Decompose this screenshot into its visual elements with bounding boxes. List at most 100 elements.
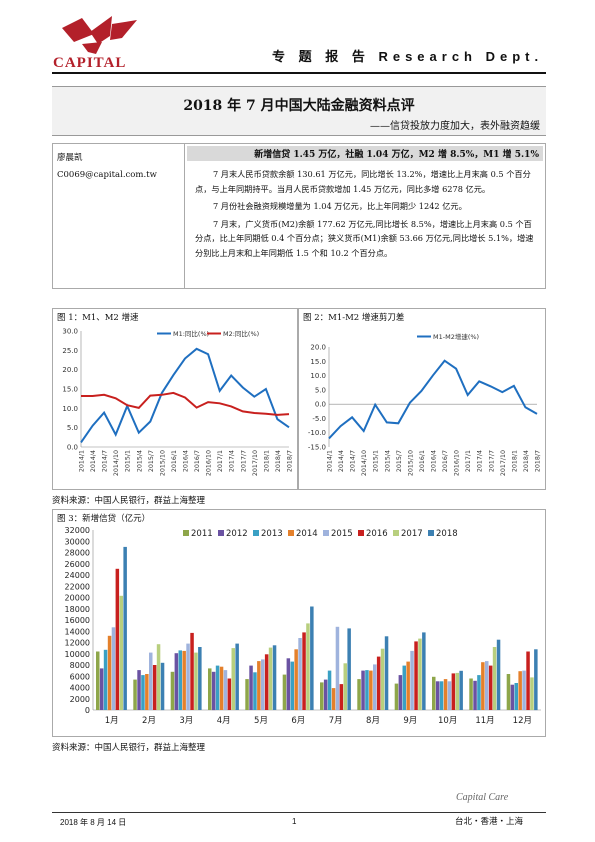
y-tick-label: 0.0 [315,401,326,409]
bar [402,665,406,710]
figure-2-title: 图 2：M1-M2 增速剪刀差 [303,313,405,323]
y-tick-label: 28000 [65,549,90,558]
x-tick-label: 2018/4 [523,450,530,472]
y-tick-label: 25.0 [62,347,78,355]
bar [107,635,112,711]
bar [115,568,120,710]
bar [469,678,473,710]
x-tick-label: 2017/7 [488,450,495,472]
x-tick-label: 2018/7 [287,450,294,472]
bar [510,684,515,710]
bar [435,681,440,710]
bar [488,665,493,710]
bar [514,683,518,710]
x-tick-label: 11月 [475,716,494,726]
y-tick-label: 0 [85,706,90,715]
bar [473,680,477,711]
y-tick-label: 14000 [65,627,90,636]
x-tick-label: 2015/1 [373,450,380,472]
bar [245,679,249,710]
bar [219,666,224,710]
y-tick-label: 2000 [70,695,90,704]
bar [96,651,100,710]
x-tick-label: 2015/7 [396,450,403,472]
bar [443,679,448,710]
x-tick-label: 2017/10 [252,450,259,476]
y-tick-label: 6000 [70,672,90,681]
bar [522,670,526,710]
y-tick-label: 15.0 [310,358,326,366]
x-tick-label: 2014/10 [361,450,368,476]
y-tick-label: 26000 [65,560,90,569]
y-tick-label: -15.0 [308,444,326,452]
x-tick-label: 2017/10 [500,450,507,476]
department-label: 专 题 报 告 Research Dept. [272,49,544,64]
bar [268,647,273,710]
analyst-info: 廖晨凯 C0069@capital.com.tw [52,143,184,289]
bar [451,673,456,710]
x-tick-label: 4月 [217,716,231,726]
y-tick-label: 16000 [65,616,90,625]
bar [376,656,381,710]
x-tick-label: 2015/7 [148,450,155,472]
bar [306,623,310,710]
x-tick-label: 2017/7 [240,450,247,472]
y-tick-label: 30.0 [62,328,78,336]
bar [422,632,426,710]
x-tick-label: 2014/4 [338,450,345,472]
bar [186,643,190,710]
bar [103,649,108,710]
bar [534,649,538,711]
y-tick-label: 20.0 [62,366,78,374]
x-tick-label: 9月 [403,716,417,726]
x-tick-label: 2014/10 [113,450,120,476]
y-tick-label: 5.0 [67,424,78,432]
bar [215,665,220,710]
x-tick-label: 12月 [513,716,532,726]
x-tick-label: 2018/1 [263,450,270,472]
bar [133,679,137,710]
x-tick-label: 10月 [438,716,457,726]
summary-paragraph: 7 月末人民币贷款余额 130.61 万亿元，同比增长 13.2%，增速比上月末… [195,169,531,194]
y-tick-label: 10000 [65,650,90,659]
bar [320,682,324,710]
bar [357,679,361,710]
series-line [328,359,538,440]
legend-swatch [253,530,259,536]
legend-label: 2014 [296,529,318,539]
legend-label: 2012 [226,529,248,539]
x-tick-label: 2016/7 [194,450,201,472]
y-tick-label: 24000 [65,571,90,580]
bar [286,658,291,711]
bar [439,681,444,710]
report-title: 2018 年 7 月中国大陆金融资料点评 [183,98,415,114]
x-tick-label: 3月 [179,716,193,726]
figure-1-panel: 图 1：M1、M2 增速 0.0 5.0 10.0 15.0 20.0 25.0 30.0 2… [52,308,298,490]
x-tick-label: 2015/10 [159,450,166,476]
y-tick-label: 20000 [65,594,90,603]
x-tick-label: 2016/10 [454,450,461,476]
x-tick-label: 2015/1 [125,450,132,472]
series-line [81,391,290,416]
figure-1-source: 资料来源：中国人民银行，群益上海整理 [52,496,206,506]
x-tick-label: 2017/4 [229,450,236,472]
x-tick-label: 2015/10 [407,450,414,476]
legend-label: 2013 [261,529,283,539]
legend-label: M1-M2增速(%) [433,332,479,341]
y-tick-label: -5.0 [312,415,326,423]
x-tick-label: 2016/4 [431,450,438,472]
x-tick-label: 2014/7 [102,450,109,472]
bar [272,645,277,710]
page-number: 1 [292,817,297,826]
series-line [80,347,290,443]
bar [160,662,165,711]
summary-paragraph: 7 月份社会融资规模增量为 1.04 万亿元，比上年同期少 1242 亿元。 [213,201,467,211]
bar [447,681,452,710]
report-subtitle: ——信贷投放力度加大，表外融资趋缓 [370,121,540,132]
legend-swatch [218,530,224,536]
bar [492,647,497,710]
y-tick-label: 18000 [65,605,90,614]
bar [99,668,104,710]
bar [414,641,418,710]
y-tick-label: 30000 [65,537,90,546]
